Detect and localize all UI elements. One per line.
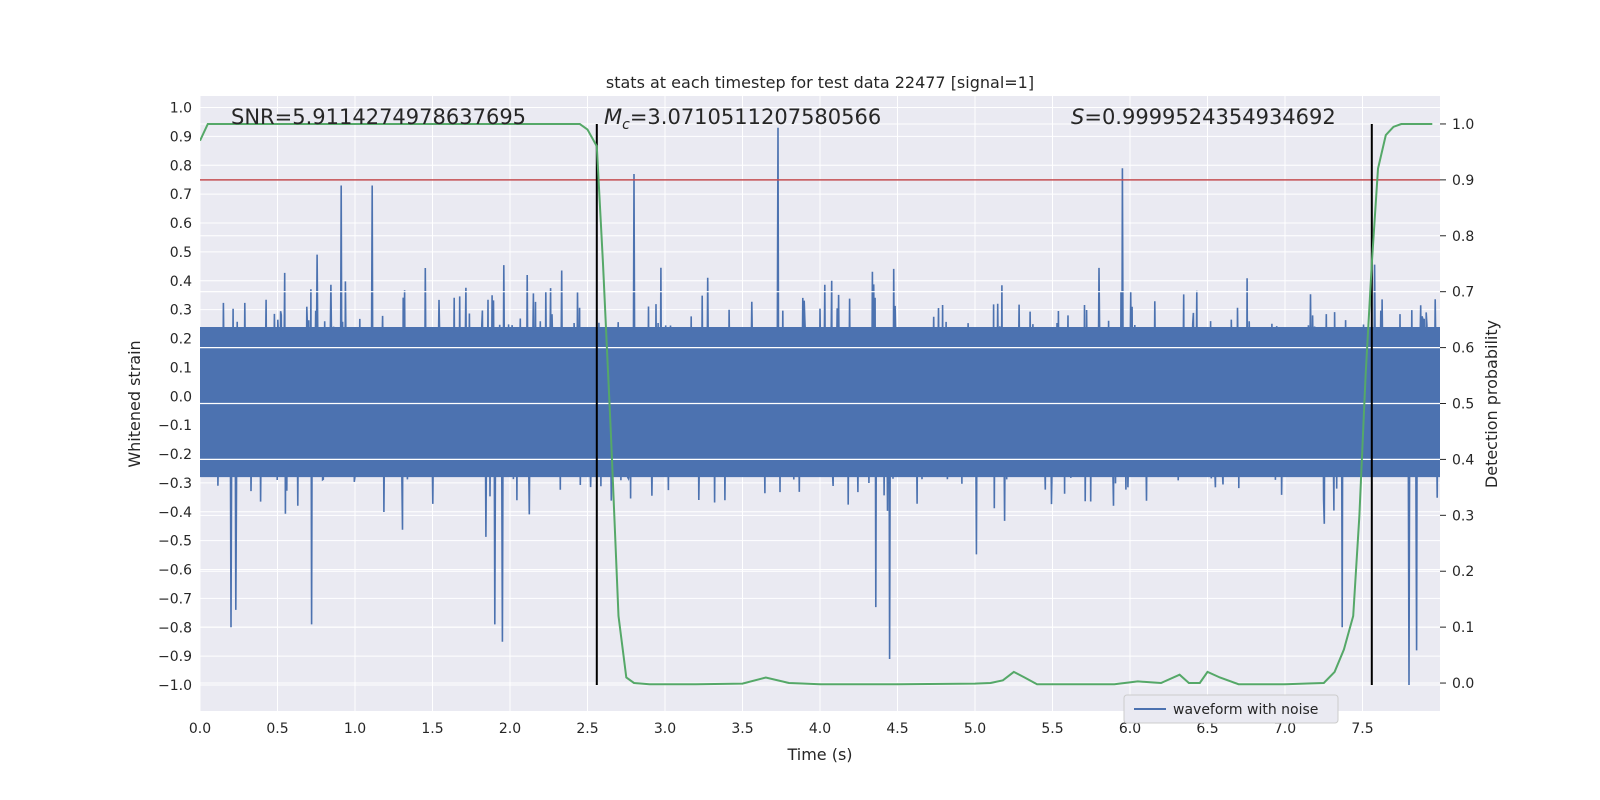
y-tick-label: −0.9 xyxy=(158,649,192,665)
y-tick-label: 0.6 xyxy=(170,216,192,232)
y-tick-label: −0.6 xyxy=(158,563,192,579)
x-tick-label: 6.0 xyxy=(1119,721,1141,737)
y2-tick-label: 0.0 xyxy=(1452,676,1474,692)
overlay-lines xyxy=(200,123,1440,686)
x-tick-label: 4.0 xyxy=(809,721,831,737)
y2-tick-label: 0.7 xyxy=(1452,285,1474,301)
y-tick-label: 0.7 xyxy=(170,187,192,203)
y-tick-label: 0.4 xyxy=(170,274,192,290)
x-axis-label: Time (s) xyxy=(786,745,852,764)
x-tick-label: 7.5 xyxy=(1351,721,1373,737)
x-tick-label: 2.5 xyxy=(576,721,598,737)
plot-area xyxy=(200,123,1440,686)
y-axis-label: Whitened strain xyxy=(125,340,144,467)
legend: waveform with noise xyxy=(1123,694,1339,724)
y-tick-label: −0.4 xyxy=(158,505,192,521)
mc-subscript: c xyxy=(622,117,630,133)
y-tick-label: −0.7 xyxy=(158,591,192,607)
y2-tick-label: 0.6 xyxy=(1452,341,1474,357)
y-tick-label: 0.0 xyxy=(170,389,192,405)
x-tick-label: 1.0 xyxy=(344,721,366,737)
y2-axis-label: Detection probability xyxy=(1482,320,1501,488)
y2-tick-label: 0.8 xyxy=(1452,229,1474,245)
y2-tick-label: 1.0 xyxy=(1452,117,1474,133)
y-tick-label: −0.3 xyxy=(158,476,192,492)
mc-value: =3.0710511207580566 xyxy=(630,105,881,129)
chart-title: stats at each timestep for test data 224… xyxy=(606,73,1034,92)
y2-axis-ticks: 1.0 0.9 0.8 0.7 0.6 0.5 0.4 0.3 0.2 0.1 0.0 xyxy=(1440,117,1474,692)
y-tick-label: −1.0 xyxy=(158,678,192,694)
x-tick-label: 7.0 xyxy=(1274,721,1296,737)
y-tick-label: 0.3 xyxy=(170,303,192,319)
y2-tick-label: 0.5 xyxy=(1452,397,1474,413)
x-tick-label: 2.0 xyxy=(499,721,521,737)
y-tick-label: 0.2 xyxy=(170,332,192,348)
x-tick-label: 3.5 xyxy=(731,721,753,737)
s-value: =0.9999524354934692 xyxy=(1084,105,1335,129)
x-tick-label: 5.0 xyxy=(964,721,986,737)
waveform-series xyxy=(200,127,1440,686)
y-axis-ticks: 1.0 0.9 0.8 0.7 0.6 0.5 0.4 0.3 0.2 0.1 0.0 −0.1 −0.… xyxy=(158,101,192,694)
y-tick-label: 0.1 xyxy=(170,360,192,376)
x-tick-label: 0.0 xyxy=(189,721,211,737)
x-axis-ticks: 0.0 0.5 1.0 1.5 2.0 2.5 3.0 3.5 4.0 4.5 5.0 5.5 6.0 6… xyxy=(189,721,1374,737)
x-tick-label: 3.0 xyxy=(654,721,676,737)
y-tick-label: −0.2 xyxy=(158,447,192,463)
s-symbol: S xyxy=(1071,105,1084,129)
y-tick-label: 0.8 xyxy=(170,158,192,174)
mc-annotation: Mc=3.0710511207580566 xyxy=(604,105,881,133)
x-tick-label: 4.5 xyxy=(886,721,908,737)
probability-line xyxy=(200,123,1433,686)
x-tick-label: 0.5 xyxy=(266,721,288,737)
legend-box xyxy=(1123,694,1339,724)
y-tick-label: 1.0 xyxy=(170,101,192,117)
waveform-core xyxy=(200,327,1440,478)
y-tick-label: 0.9 xyxy=(170,129,192,145)
y-tick-label: −0.1 xyxy=(158,418,192,434)
y2-tick-label: 0.3 xyxy=(1452,508,1474,524)
x-tick-label: 5.5 xyxy=(1041,721,1063,737)
snr-annotation: SNR=5.9114274978637695 xyxy=(231,105,526,129)
y-tick-label: 0.5 xyxy=(170,245,192,261)
y2-tick-label: 0.4 xyxy=(1452,452,1474,468)
y-tick-label: −0.8 xyxy=(158,620,192,636)
x-tick-label: 6.5 xyxy=(1196,721,1218,737)
y2-tick-label: 0.2 xyxy=(1452,564,1474,580)
x-tick-label: 1.5 xyxy=(421,721,443,737)
s-annotation: S=0.9999524354934692 xyxy=(1071,105,1336,129)
y2-tick-label: 0.9 xyxy=(1452,173,1474,189)
mc-symbol: M xyxy=(604,105,622,129)
y-tick-label: −0.5 xyxy=(158,534,192,550)
y2-tick-label: 0.1 xyxy=(1452,620,1474,636)
legend-label: waveform with noise xyxy=(1173,702,1318,718)
